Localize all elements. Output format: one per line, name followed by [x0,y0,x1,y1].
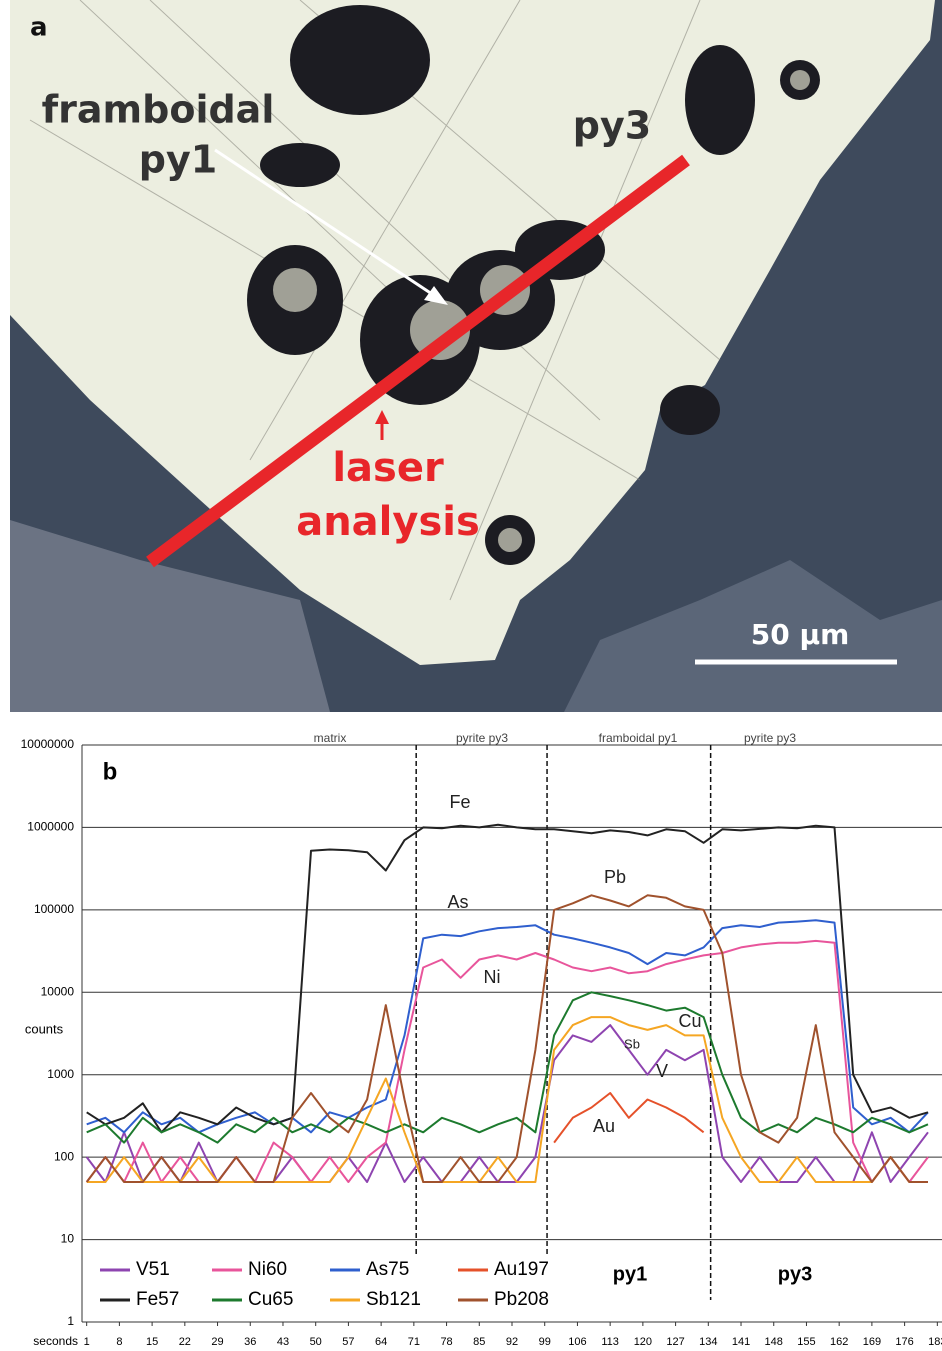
zone-label: py1 [613,1263,647,1285]
x-tick-label: 43 [277,1336,289,1348]
annotation: V [656,1061,668,1081]
legend-label: Sb121 [366,1289,421,1310]
x-tick-label: 155 [797,1336,815,1348]
zone-label: py3 [778,1263,812,1285]
x-tick-label: 78 [440,1336,452,1348]
x-tick-label: 99 [539,1336,551,1348]
x-tick-label: 106 [568,1336,586,1348]
y-tick-label: 1000 [47,1067,74,1081]
page: a framboidal py1 py3 laser analysis 50 µ… [0,0,942,1351]
annotation: Fe [449,792,470,812]
x-tick-label: 71 [408,1336,420,1348]
x-tick-label: 134 [699,1336,717,1348]
annotation: As [447,892,468,912]
y-tick-label: 1000000 [27,820,74,834]
y-tick-label: 10000000 [21,737,75,751]
y-axis-label: counts [25,1021,64,1036]
legend-label: Ni60 [248,1259,287,1280]
x-tick-label: 15 [146,1336,158,1348]
y-tick-label: 100 [54,1149,74,1163]
legend-label: Au197 [494,1259,549,1280]
annotation: Cu [678,1011,701,1031]
x-tick-label: 148 [765,1336,783,1348]
x-tick-label: 176 [895,1336,913,1348]
annotation: Sb [624,1036,640,1051]
annotation: Ni [484,967,501,987]
y-tick-label: 100000 [34,902,74,916]
x-tick-label: 127 [666,1336,684,1348]
legend-label: Cu65 [248,1289,293,1310]
annotation: framboidal [42,88,275,132]
region-label: matrix [314,731,347,745]
x-tick-label: 36 [244,1336,256,1348]
y-tick-label: 10000 [41,984,75,998]
annotation: py1 [139,138,217,182]
x-tick-label: 50 [310,1336,322,1348]
region-label: pyrite py3 [744,731,796,745]
x-tick-label: 22 [179,1336,191,1348]
panel-label: b [103,758,118,785]
y-tick-label: 1 [67,1314,74,1328]
x-tick-label: 162 [830,1336,848,1348]
y-tick-label: 10 [61,1232,75,1246]
x-tick-label: 169 [863,1336,881,1348]
chart: 1 10 100 1000 10000 100000 1000000 10000000 1 8 15… [0,712,942,1351]
plot-area [82,745,942,1322]
x-tick-label: 85 [473,1336,485,1348]
legend-label: Fe57 [136,1289,179,1310]
annotation: Pb [604,867,626,887]
annotation: Au [593,1116,615,1136]
annotation: py3 [573,104,651,148]
x-tick-label: 183 [928,1336,942,1348]
annotation: analysis [296,499,480,545]
legend-label: Pb208 [494,1289,549,1310]
x-tick-label: 113 [601,1336,619,1348]
micrograph: a framboidal py1 py3 laser analysis 50 µ… [0,0,942,712]
x-tick-label: 57 [342,1336,354,1348]
annotation: laser [332,445,444,491]
region-label: pyrite py3 [456,731,508,745]
x-tick-label: 141 [732,1336,750,1348]
x-tick-label: 92 [506,1336,518,1348]
x-tick-label: 8 [116,1336,122,1348]
x-tick-label: 29 [211,1336,223,1348]
x-tick-label: 120 [634,1336,652,1348]
legend-label: As75 [366,1259,409,1280]
x-tick-label: 1 [84,1336,90,1348]
legend-label: V51 [136,1259,170,1280]
panel-label: a [30,13,48,43]
x-axis-label: seconds [33,1334,78,1348]
region-label: framboidal py1 [599,731,678,745]
scale-label: 50 µm [751,618,850,651]
x-tick-label: 64 [375,1336,387,1348]
